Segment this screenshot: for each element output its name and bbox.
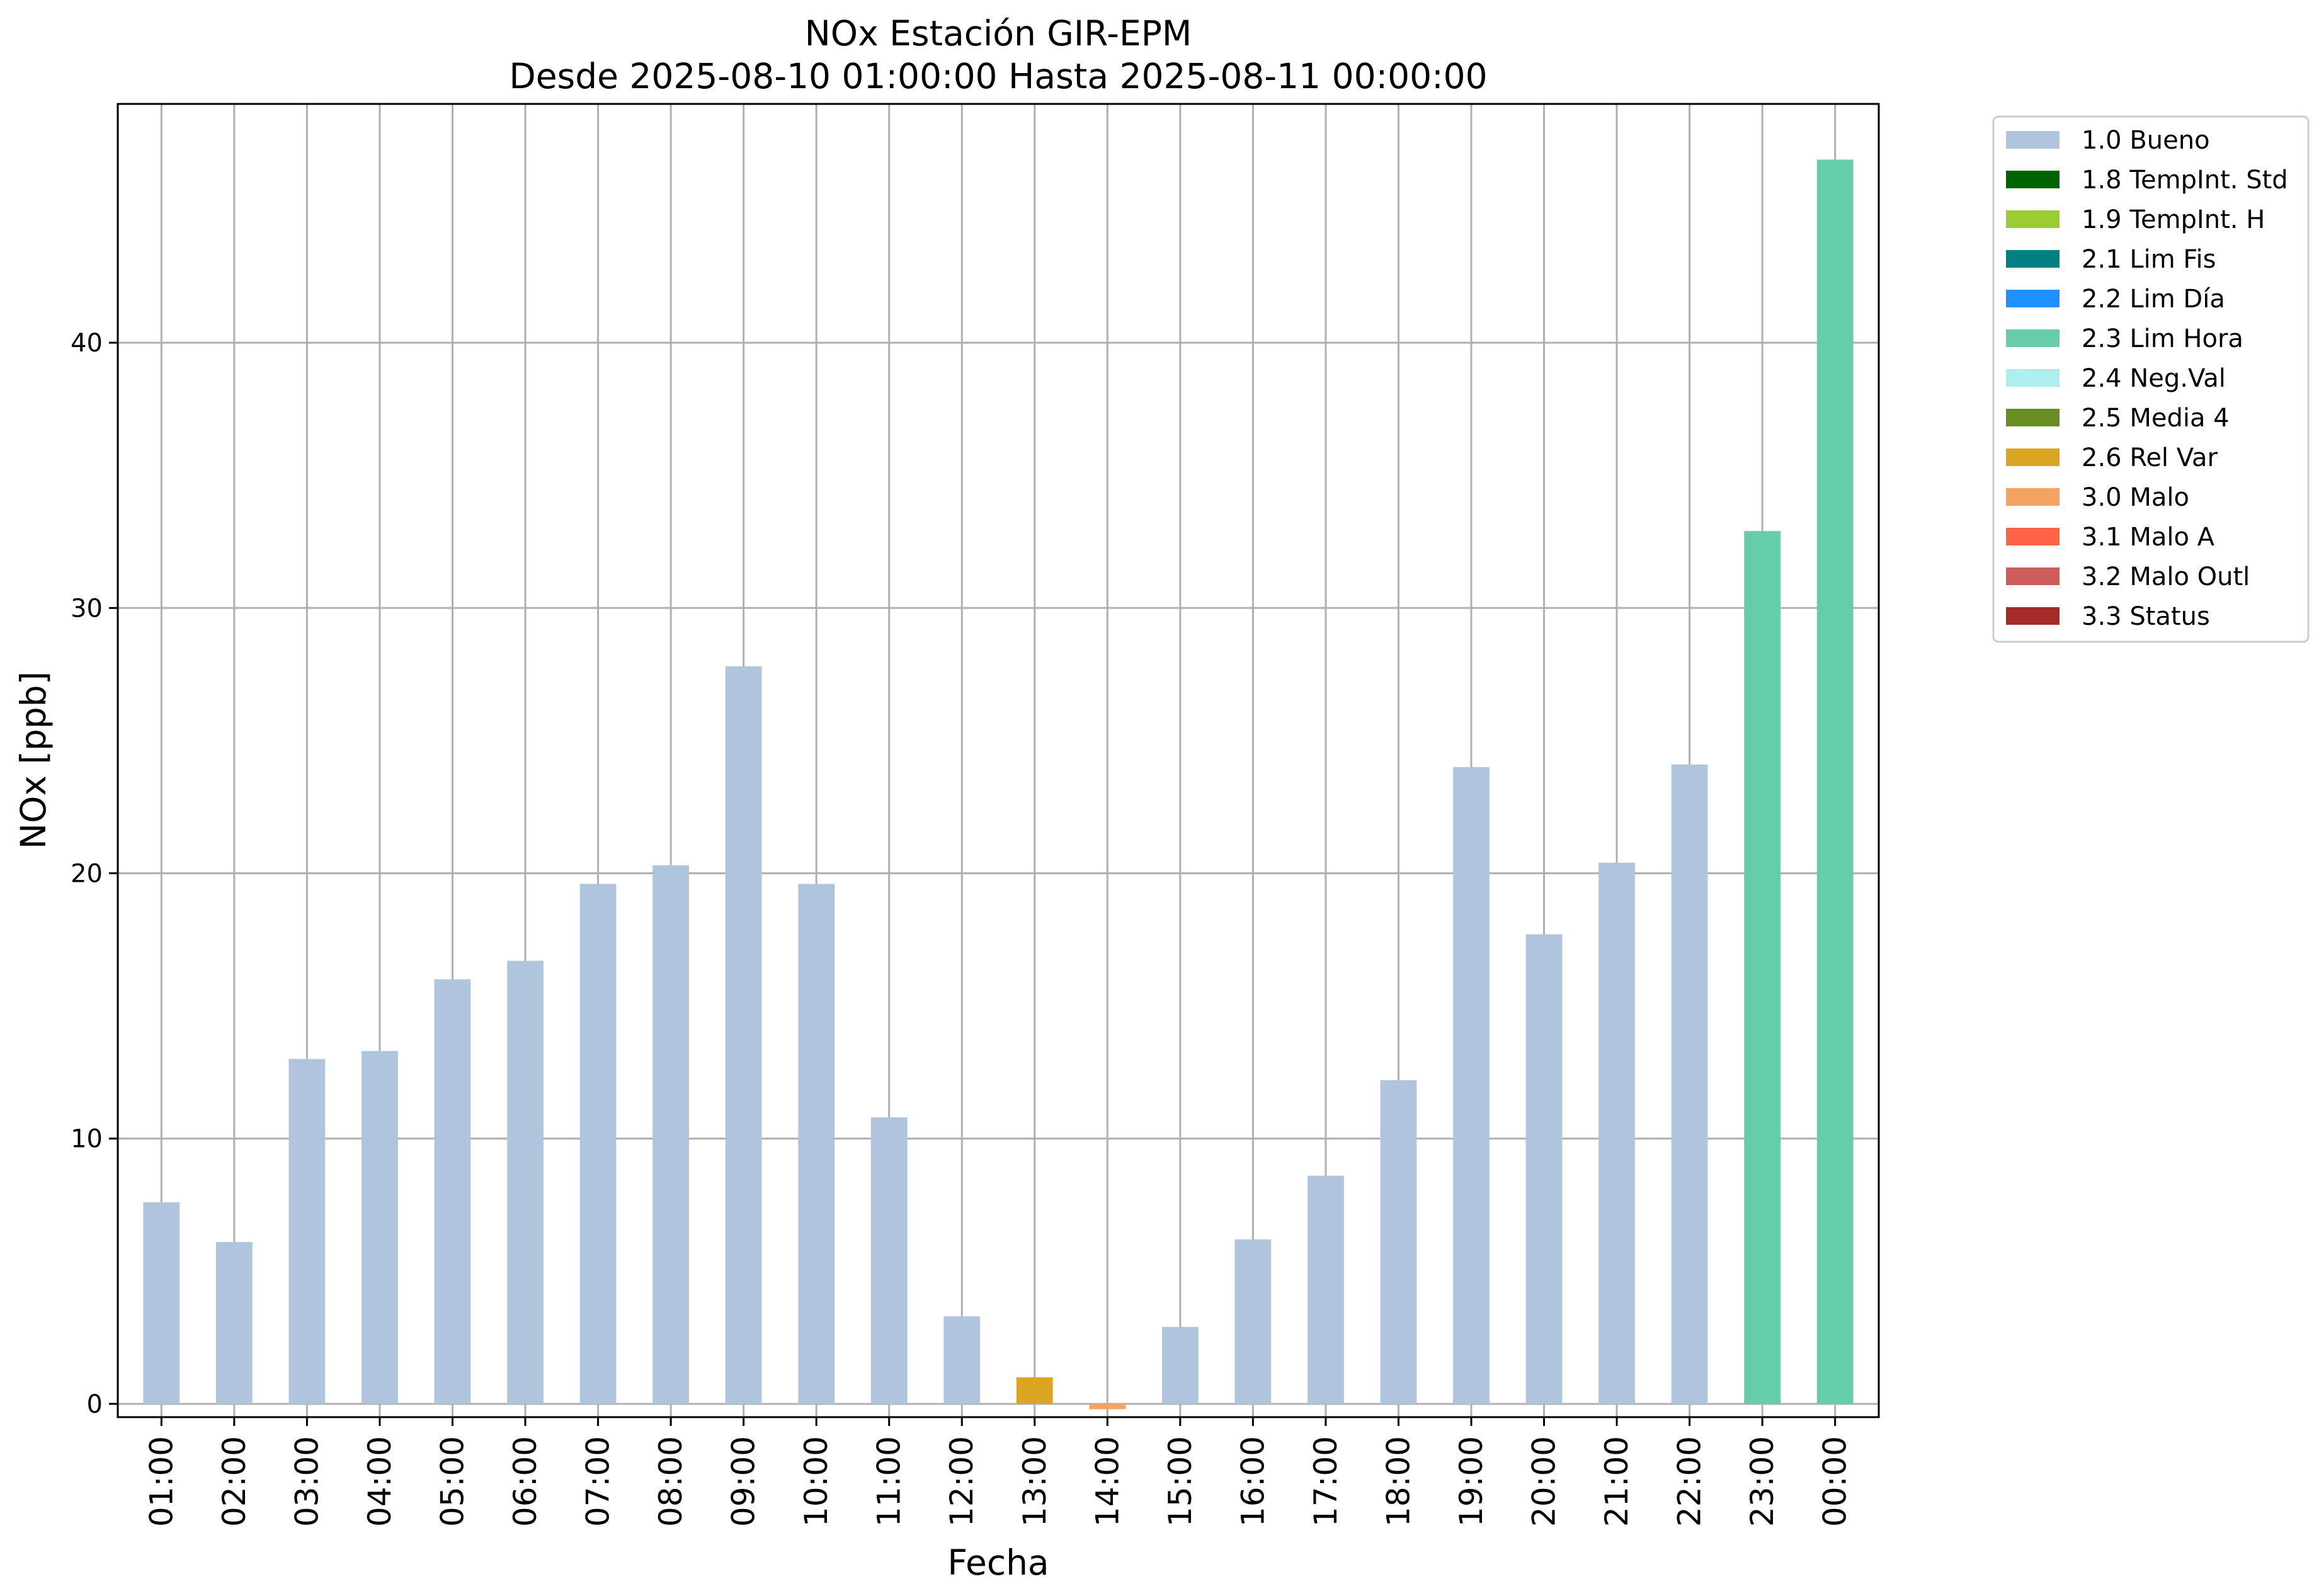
bar-0900	[725, 666, 762, 1404]
legend-label: 1.8 TempInt. Std	[2082, 166, 2288, 195]
legend-label: 1.0 Bueno	[2082, 126, 2210, 155]
x-tick-label: 22:00	[1672, 1436, 1708, 1527]
legend: 1.0 Bueno 1.8 TempInt. Std 1.9 TempInt. H 2…	[1992, 115, 2310, 643]
x-tick-label: 07:00	[580, 1436, 617, 1527]
bar-0500	[434, 979, 471, 1404]
x-tick-label: 02:00	[216, 1436, 253, 1527]
legend-label: 2.4 Neg.Val	[2082, 364, 2226, 393]
bars-group	[143, 159, 1854, 1410]
y-tick-label: 0	[87, 1390, 103, 1419]
y-tick-label: 10	[71, 1125, 103, 1154]
y-tick-label: 20	[71, 860, 103, 889]
x-tick-label: 15:00	[1162, 1436, 1199, 1527]
bar-1700	[1308, 1175, 1344, 1404]
bar-0200	[215, 1242, 253, 1404]
x-tick-label: 08:00	[652, 1436, 689, 1527]
legend-swatch	[2006, 607, 2060, 625]
bar-0100	[143, 1202, 180, 1404]
x-tick-label: 10:00	[798, 1436, 835, 1527]
bar-0600	[507, 960, 544, 1404]
legend-swatch	[2006, 448, 2060, 466]
bar-1200	[943, 1316, 981, 1404]
y-tick-label: 30	[71, 594, 103, 623]
bar-1500	[1161, 1326, 1199, 1404]
x-tick-label: 13:00	[1017, 1436, 1053, 1527]
bar-1400	[1089, 1403, 1126, 1410]
legend-swatch	[2006, 369, 2060, 387]
legend-label: 2.5 Media 4	[2082, 404, 2230, 433]
legend-swatch	[2006, 250, 2060, 268]
bar-1600	[1234, 1239, 1272, 1404]
x-axis-ticks: 01:00 02:00 03:00 04:00 05:00 06:00 07:00 08:00…	[143, 1417, 1854, 1527]
legend-swatch	[2006, 171, 2060, 188]
x-tick-label: 20:00	[1526, 1436, 1563, 1527]
bar-1800	[1380, 1080, 1417, 1404]
bar-1300	[1016, 1377, 1053, 1404]
x-tick-label: 09:00	[726, 1436, 762, 1527]
bar-2100	[1598, 862, 1635, 1404]
legend-label: 2.3 Lim Hora	[2082, 324, 2243, 353]
x-tick-label: 04:00	[362, 1436, 398, 1527]
y-tick-label: 40	[71, 329, 103, 358]
bar-0800	[652, 865, 689, 1404]
legend-swatch	[2006, 567, 2060, 585]
legend-label: 1.9 TempInt. H	[2082, 205, 2265, 234]
x-tick-label: 00:00	[1817, 1436, 1854, 1527]
legend-label: 3.2 Malo Outl	[2082, 562, 2250, 591]
bar-2300	[1744, 531, 1781, 1404]
legend-label: 2.6 Rel Var	[2082, 443, 2218, 472]
bar-1100	[870, 1117, 908, 1404]
legend-label: 3.0 Malo	[2082, 483, 2189, 512]
legend-swatch	[2006, 131, 2060, 149]
x-tick-label: 14:00	[1089, 1436, 1125, 1527]
bar-0400	[362, 1051, 398, 1404]
x-tick-label: 17:00	[1308, 1436, 1344, 1527]
x-tick-label: 21:00	[1598, 1436, 1635, 1527]
x-tick-label: 11:00	[871, 1436, 908, 1527]
x-tick-label: 01:00	[143, 1436, 179, 1527]
bar-1900	[1453, 767, 1490, 1404]
legend-swatch	[2006, 488, 2060, 506]
legend-label: 2.2 Lim Día	[2082, 285, 2225, 314]
x-tick-label: 16:00	[1234, 1436, 1271, 1527]
bar-0300	[288, 1059, 326, 1404]
bar-2200	[1671, 764, 1708, 1404]
x-tick-label: 05:00	[434, 1436, 470, 1527]
x-tick-label: 03:00	[288, 1436, 325, 1527]
legend-swatch	[2006, 210, 2060, 228]
legend-label: 3.1 Malo A	[2082, 523, 2215, 552]
legend-swatch	[2006, 290, 2060, 307]
plot-frame	[117, 103, 1880, 1418]
y-axis-ticks: 0 10 20 30 40	[71, 329, 118, 1419]
bar-0000	[1816, 159, 1854, 1404]
legend-label: 3.3 Status	[2082, 602, 2210, 631]
y-axis-label: NOx [ppb]	[13, 671, 54, 849]
legend-swatch	[2006, 329, 2060, 347]
x-tick-label: 18:00	[1380, 1436, 1416, 1527]
x-axis-label: Fecha	[947, 1542, 1049, 1583]
x-tick-label: 23:00	[1744, 1436, 1781, 1527]
legend-label: 2.1 Lim Fis	[2082, 245, 2216, 274]
bar-1000	[798, 884, 835, 1404]
legend-frame	[1992, 115, 2310, 643]
bar-0700	[579, 884, 617, 1404]
chart-subtitle: Desde 2025-08-10 01:00:00 Hasta 2025-08-…	[509, 56, 1487, 96]
legend-swatch	[2006, 409, 2060, 426]
legend-swatch	[2006, 528, 2060, 545]
bar-2000	[1525, 934, 1563, 1404]
x-tick-label: 12:00	[943, 1436, 980, 1527]
x-tick-label: 19:00	[1453, 1436, 1490, 1527]
chart-title: NOx Estación GIR-EPM	[805, 13, 1192, 54]
x-tick-label: 06:00	[507, 1436, 544, 1527]
